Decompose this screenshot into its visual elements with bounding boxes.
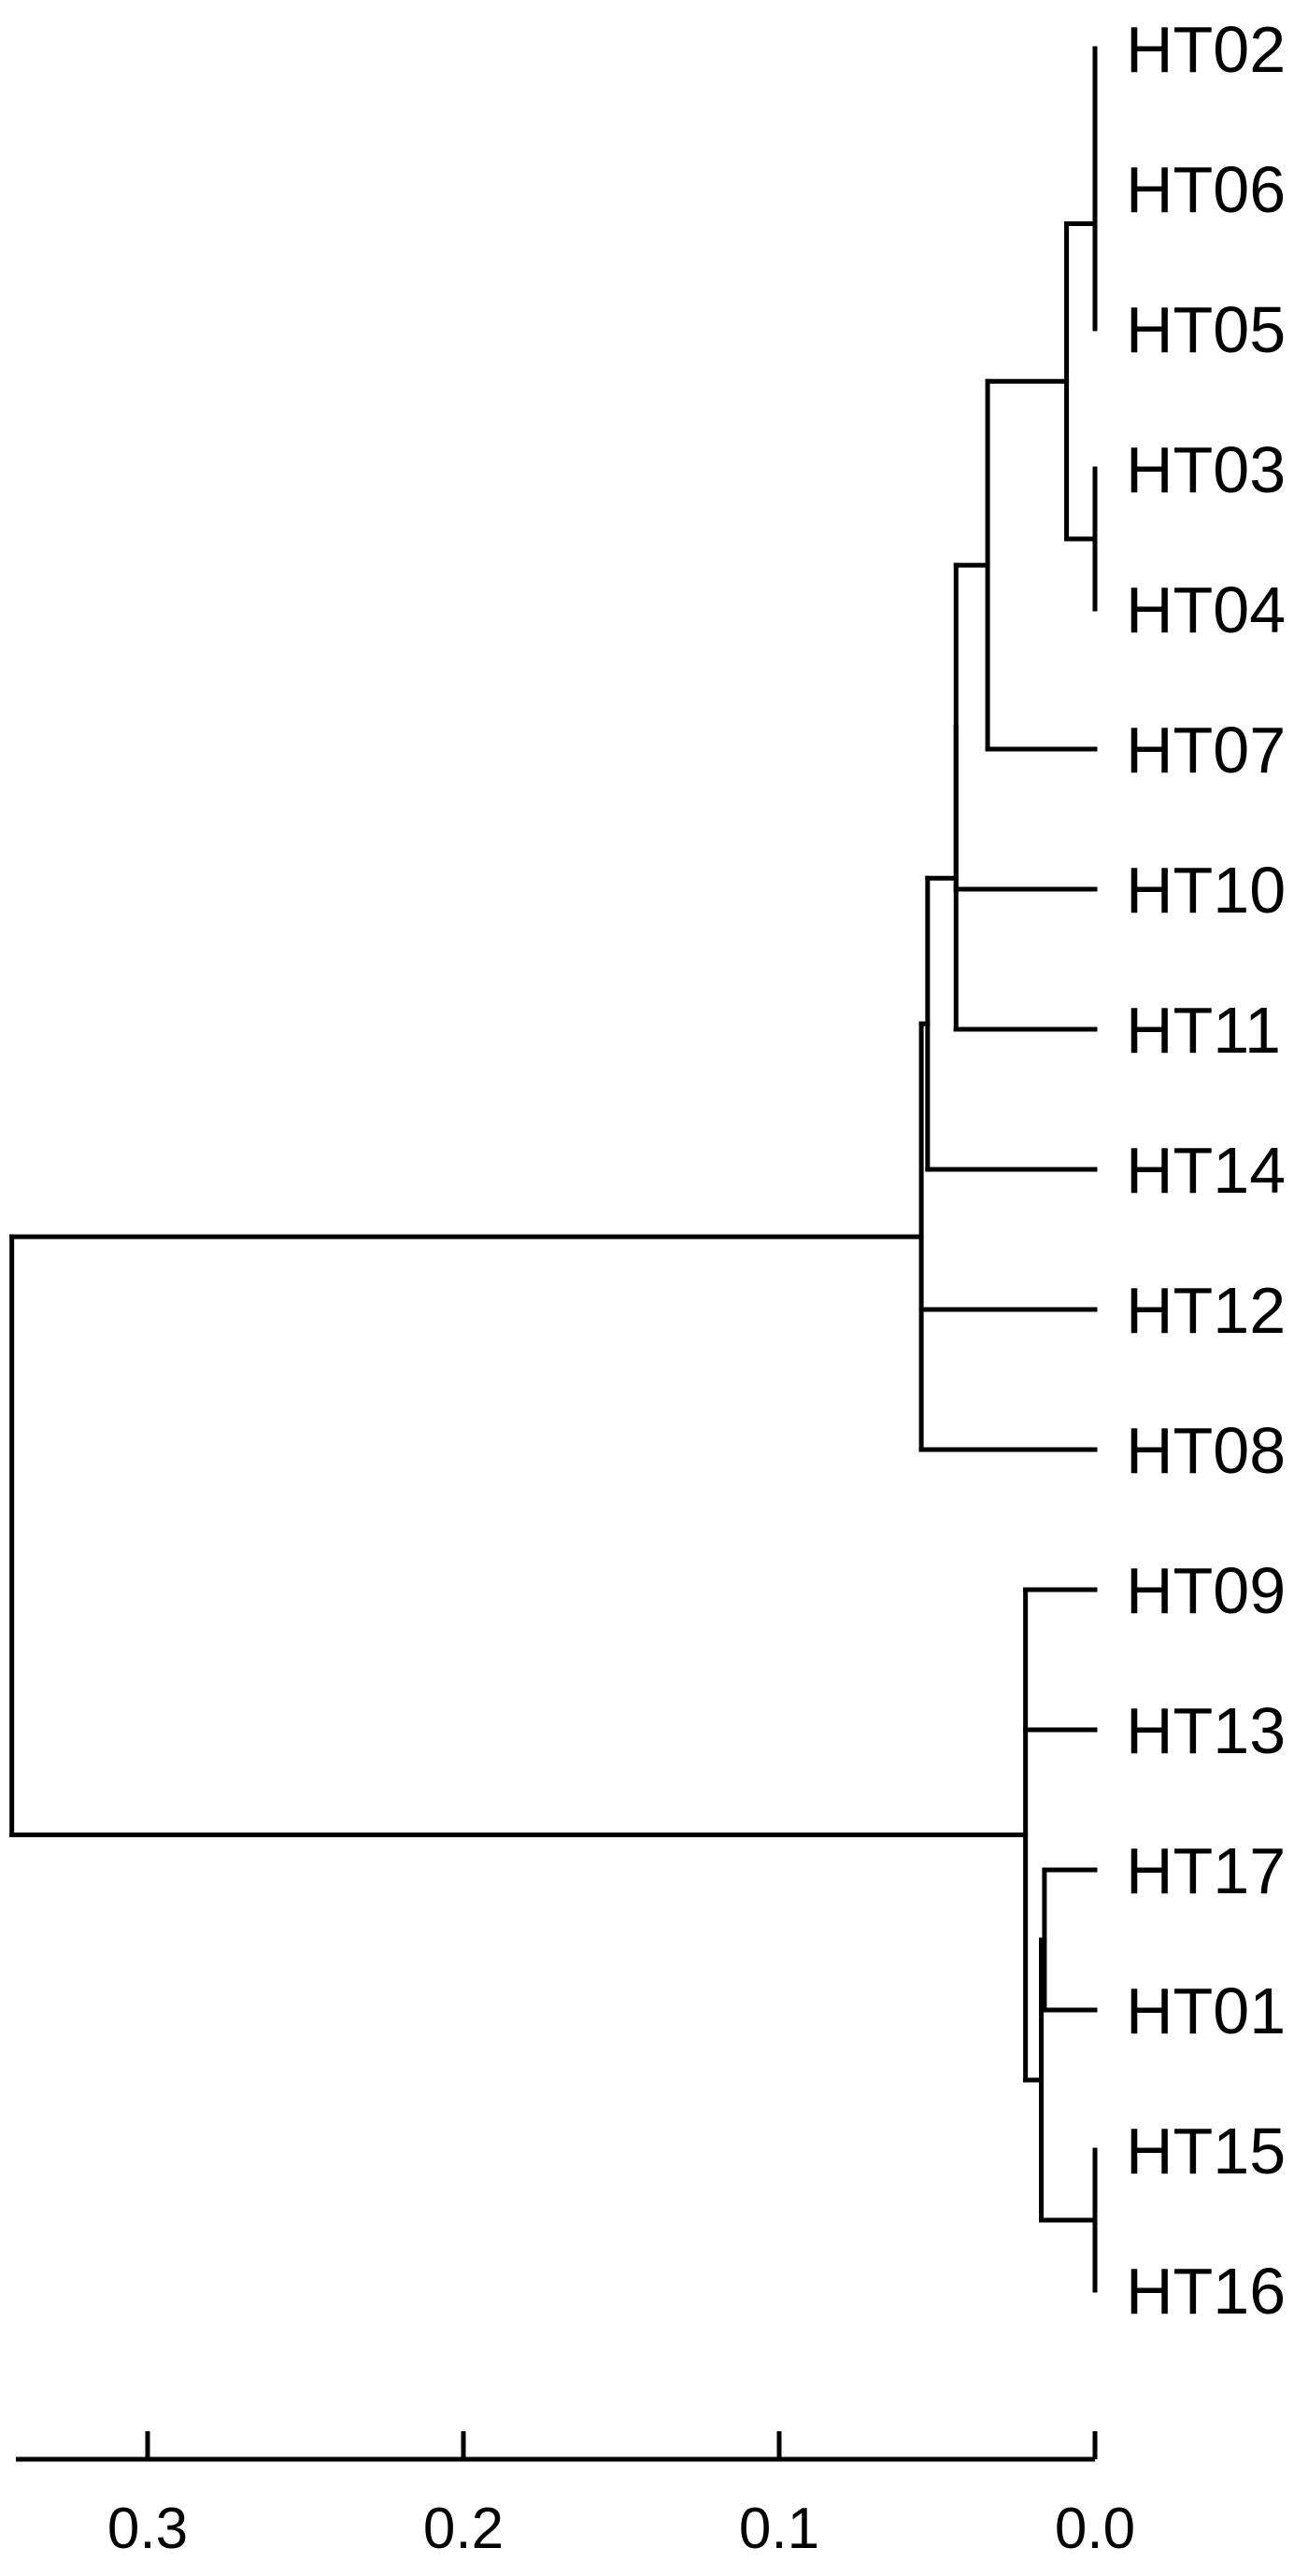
leaf-label-ht17: HT17	[1126, 1834, 1286, 1907]
leaf-label-ht06: HT06	[1126, 153, 1286, 226]
leaf-label-ht01: HT01	[1126, 1974, 1286, 2047]
leaf-label-ht04: HT04	[1126, 573, 1286, 646]
leaf-label-ht12: HT12	[1126, 1274, 1286, 1347]
leaf-label-ht09: HT09	[1126, 1554, 1286, 1627]
distance-axis: 0.3 0.2 0.1 0.0	[16, 2431, 1135, 2561]
leaf-label-ht13: HT13	[1126, 1694, 1286, 1767]
leaf-label-ht08: HT08	[1126, 1414, 1286, 1487]
leaf-label-ht07: HT07	[1126, 714, 1286, 786]
leaf-label-ht10: HT10	[1126, 854, 1286, 927]
tick-label: 0.1	[739, 2497, 819, 2561]
axis-ticks: 0.3 0.2 0.1 0.0	[107, 2431, 1135, 2561]
tick-label: 0.3	[107, 2497, 188, 2561]
leaf-label-ht16: HT16	[1126, 2255, 1286, 2328]
tick-label: 0.0	[1055, 2497, 1135, 2561]
leaf-label-ht03: HT03	[1126, 433, 1286, 506]
leaf-label-ht05: HT05	[1126, 293, 1286, 366]
tick-label: 0.2	[423, 2497, 504, 2561]
leaf-label-ht15: HT15	[1126, 2115, 1286, 2187]
dendrogram-branches	[9, 46, 1098, 2293]
leaf-label-ht02: HT02	[1126, 13, 1286, 86]
leaf-label-ht11: HT11	[1126, 994, 1281, 1067]
leaf-label-ht14: HT14	[1126, 1134, 1286, 1207]
leaf-labels: HT02 HT06 HT05 HT03 HT04 HT07 HT10 HT11 HT14 HT12…	[1126, 13, 1286, 2328]
